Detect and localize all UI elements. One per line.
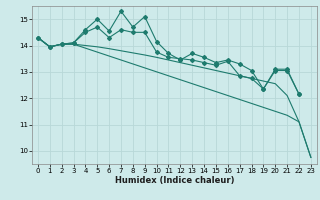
X-axis label: Humidex (Indice chaleur): Humidex (Indice chaleur): [115, 176, 234, 185]
